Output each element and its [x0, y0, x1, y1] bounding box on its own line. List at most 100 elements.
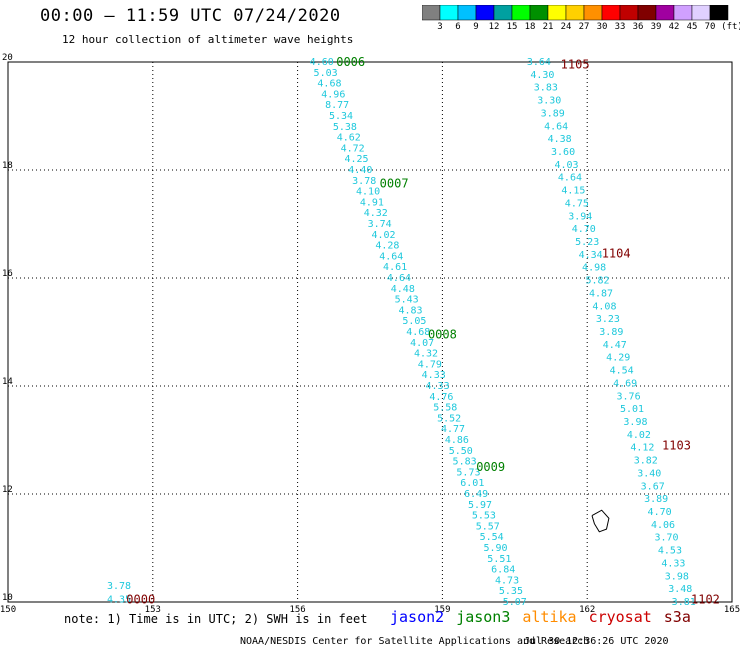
- x-tick-label: 153: [145, 605, 161, 615]
- x-tick-label: 156: [289, 605, 305, 615]
- wave-height-label: 3.94: [568, 211, 592, 222]
- colorbar-label: 36: [632, 22, 644, 32]
- mission-s3a: s3a: [663, 608, 691, 626]
- wave-height-label: 5.50: [449, 446, 473, 457]
- track-time-label: 0000: [126, 592, 155, 606]
- wave-height-label: 5.53: [472, 511, 496, 522]
- track-time-label: 0007: [380, 177, 409, 191]
- wave-height-label: 4.86: [445, 435, 469, 446]
- y-tick-label: 12: [2, 485, 13, 495]
- wave-height-label: 5.23: [575, 237, 599, 248]
- wave-height-label: 4.34: [579, 250, 603, 261]
- wave-height-label: 3.70: [654, 533, 678, 544]
- track-time-label: 0008: [428, 328, 457, 342]
- wave-height-label: 4.25: [344, 154, 368, 165]
- mission-cryosat: cryosat: [588, 608, 652, 626]
- wave-height-label: 4.47: [603, 340, 627, 351]
- wave-height-label: 5.43: [395, 295, 419, 306]
- wave-height-label: 4.33: [426, 381, 450, 392]
- colorbar-swatch: [709, 5, 729, 21]
- x-tick-label: 159: [434, 605, 450, 615]
- wave-height-label: 5.54: [480, 532, 504, 543]
- wave-height-label: 4.91: [360, 197, 384, 208]
- wave-height-label: 4.32: [364, 208, 388, 219]
- wave-height-label: 4.54: [610, 366, 634, 377]
- land-outline: [591, 509, 610, 533]
- wave-height-label: 5.03: [314, 68, 338, 79]
- wave-height-label: 5.38: [333, 122, 357, 133]
- wave-height-label: 3.89: [599, 327, 623, 338]
- y-tick-label: 18: [2, 161, 13, 171]
- wave-height-label: 5.97: [468, 500, 492, 511]
- wave-height-label: 3.98: [623, 417, 647, 428]
- wave-height-label: 4.48: [391, 284, 415, 295]
- wave-height-label: 3.67: [641, 481, 665, 492]
- track-time-label: 1105: [561, 58, 590, 72]
- wave-height-label: 4.06: [651, 520, 675, 531]
- wave-height-label: 4.75: [565, 198, 589, 209]
- wave-height-label: 3.30: [537, 96, 561, 107]
- colorbar-label: 18: [524, 22, 536, 32]
- wave-height-label: 4.70: [648, 507, 672, 518]
- wave-height-label: 3.48: [668, 584, 692, 595]
- colorbar: [422, 5, 729, 21]
- y-tick-label: 20: [2, 53, 13, 63]
- wave-height-label: 4.68: [406, 327, 430, 338]
- wave-height-label: 3.83: [534, 83, 558, 94]
- plot-frame: [7, 61, 733, 603]
- mission-altika: altika: [522, 608, 577, 626]
- wave-height-label: 5.90: [483, 543, 507, 554]
- wave-height-label: 5.82: [585, 276, 609, 287]
- wave-height-label: 4.07: [410, 338, 434, 349]
- wave-height-label: 4.64: [379, 251, 403, 262]
- wave-height-label: 4.64: [387, 273, 411, 284]
- colorbar-label: 15: [506, 22, 518, 32]
- wave-height-label: 6.84: [491, 565, 515, 576]
- wave-height-label: 5.73: [456, 467, 480, 478]
- wave-height-label: 5.05: [402, 316, 426, 327]
- wave-height-label: 3.64: [527, 57, 551, 68]
- wave-height-label: 4.33: [661, 558, 685, 569]
- wave-height-label: 4.72: [341, 143, 365, 154]
- wave-height-label: 4.53: [658, 546, 682, 557]
- x-tick-label: 165: [724, 605, 740, 615]
- mission-jason2: jason2: [390, 608, 445, 626]
- wave-height-label: 5.07: [503, 597, 527, 608]
- y-tick-label: 16: [2, 269, 13, 279]
- wave-height-label: 3.60: [551, 147, 575, 158]
- track-time-label: 0006: [336, 55, 365, 69]
- wave-height-label: 5.83: [453, 457, 477, 468]
- colorbar-label: 24: [560, 22, 572, 32]
- wave-height-label: 4.12: [630, 443, 654, 454]
- x-tick-label: 150: [0, 605, 16, 615]
- wave-height-label: 4.61: [383, 262, 407, 273]
- track-time-label: 0009: [476, 460, 505, 474]
- footer-timestamp: Jul 30 12:36:26 UTC 2020: [524, 636, 669, 647]
- y-tick-label: 10: [2, 593, 13, 603]
- wave-height-label: 4.32: [414, 349, 438, 360]
- wave-height-label: 4.10: [356, 187, 380, 198]
- footer-credit: NOAA/NESDIS Center for Satellite Applica…: [240, 636, 590, 647]
- x-tick-label: 162: [579, 605, 595, 615]
- wave-height-label: 4.28: [375, 241, 399, 252]
- wave-height-label: 4.64: [544, 121, 568, 132]
- wave-height-label: 5.52: [437, 413, 461, 424]
- wave-height-label: 4.40: [348, 165, 372, 176]
- wave-height-label: 3.74: [368, 219, 392, 230]
- colorbar-label: 39: [650, 22, 662, 32]
- wave-height-label: 3.98: [665, 571, 689, 582]
- mission-legend: jason2 jason3 altika cryosat s3a: [390, 608, 703, 626]
- y-tick-label: 14: [2, 377, 13, 387]
- wave-height-label: 5.58: [433, 403, 457, 414]
- wave-height-label: 4.30: [530, 70, 554, 81]
- colorbar-label: 12: [488, 22, 500, 32]
- wave-height-label: 4.83: [398, 305, 422, 316]
- colorbar-label: 30: [596, 22, 608, 32]
- wave-height-label: 4.69: [613, 378, 637, 389]
- wave-height-label: 4.29: [606, 353, 630, 364]
- wave-height-label: 4.62: [337, 133, 361, 144]
- track-time-label: 1102: [691, 592, 720, 606]
- chart-title: 00:00 – 11:59 UTC 07/24/2020: [40, 6, 341, 26]
- colorbar-label: 27: [578, 22, 590, 32]
